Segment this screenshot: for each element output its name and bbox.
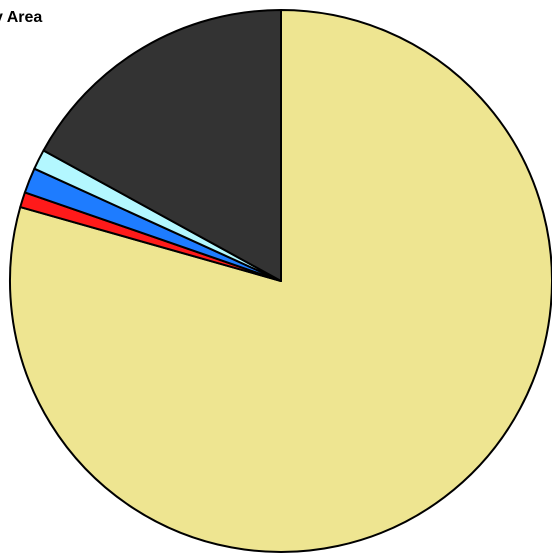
pie-slice-4 <box>42 9 282 282</box>
chart-title: y Area <box>0 9 43 26</box>
pie-slices <box>9 9 552 553</box>
